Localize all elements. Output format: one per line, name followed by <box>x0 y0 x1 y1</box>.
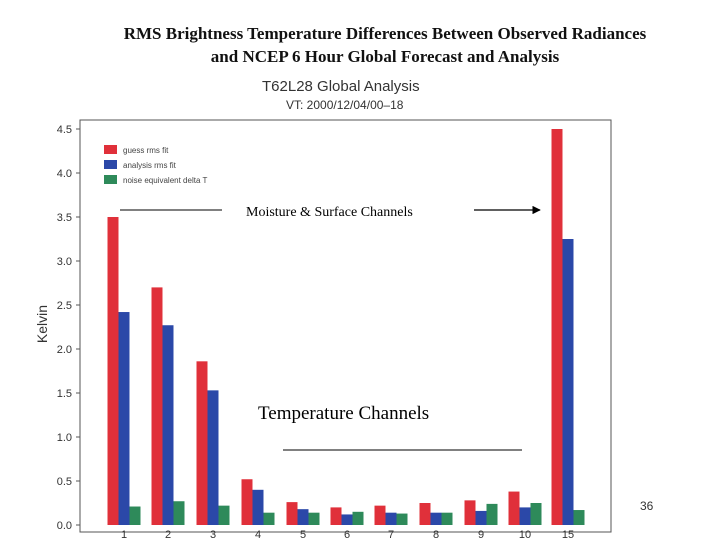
x-tick-label: 5 <box>300 529 306 540</box>
guess-bar-ch6 <box>330 507 342 525</box>
analysis-bar-ch4 <box>252 489 264 525</box>
x-tick-label: 10 <box>519 529 531 540</box>
guess-bar-ch8 <box>419 503 431 525</box>
noise-bar-ch3 <box>218 505 230 525</box>
x-tick-label: 7 <box>388 529 394 540</box>
analysis-bar-ch7 <box>385 512 397 525</box>
analysis-bar-ch2 <box>162 325 174 525</box>
guess-bar-ch5 <box>286 502 298 525</box>
bars <box>107 129 585 525</box>
analysis-bar-ch5 <box>297 509 309 525</box>
noise-bar-ch9 <box>486 503 498 525</box>
moisture-annotation-bg <box>244 200 464 222</box>
guess-bar-ch10 <box>508 491 520 525</box>
slide-number: 36 <box>640 499 654 513</box>
x-tick-label: 9 <box>478 529 484 540</box>
x-tick-label: 2 <box>165 529 171 540</box>
noise-bar-ch5 <box>308 512 320 525</box>
slide-title-line-2: and NCEP 6 Hour Global Forecast and Anal… <box>210 47 560 66</box>
y-tick-label: 4.5 <box>57 124 72 136</box>
x-tick-label: 1 <box>121 529 127 540</box>
x-tick-label: 6 <box>344 529 350 540</box>
noise-bar-ch15 <box>573 510 585 525</box>
analysis-bar-ch8 <box>430 512 442 525</box>
analysis-bar-ch1 <box>118 312 130 525</box>
slide-title: RMS Brightness Temperature Differences B… <box>0 22 720 68</box>
x-tick-label: 4 <box>255 529 261 540</box>
y-tick-label: 2.0 <box>57 344 72 356</box>
y-axis-ticks: 0.0 0.5 1.0 1.5 2.0 2.5 3.0 3.5 4.0 4.5 <box>57 124 80 532</box>
y-tick-label: 1.0 <box>57 432 72 444</box>
noise-bar-ch2 <box>173 501 185 525</box>
chart-title: T62L28 Global Analysis <box>262 78 420 95</box>
analysis-bar-ch6 <box>341 514 353 525</box>
legend-swatch-analysis <box>104 160 117 169</box>
noise-bar-ch1 <box>129 506 141 525</box>
noise-bar-ch4 <box>263 512 275 525</box>
analysis-bar-ch9 <box>475 510 487 525</box>
x-tick-label: 3 <box>210 529 216 540</box>
guess-bar-ch7 <box>374 505 386 525</box>
guess-bar-ch3 <box>196 361 208 525</box>
guess-bar-ch4 <box>241 479 253 525</box>
x-axis-ticks: 1 2 3 4 5 6 7 8 9 10 15 <box>121 529 574 540</box>
analysis-bar-ch3 <box>207 390 219 525</box>
noise-bar-ch10 <box>530 503 542 525</box>
guess-bar-ch2 <box>151 287 163 525</box>
guess-bar-ch15 <box>551 129 563 525</box>
y-tick-label: 3.0 <box>57 256 72 268</box>
guess-bar-ch1 <box>107 217 119 525</box>
x-tick-label: 15 <box>562 529 574 540</box>
legend-label-noise: noise equivalent delta T <box>123 176 207 185</box>
legend-label-guess: guess rms fit <box>123 146 169 155</box>
analysis-bar-ch10 <box>519 507 531 525</box>
legend-swatch-guess <box>104 145 117 154</box>
y-tick-label: 0.0 <box>57 520 72 532</box>
legend-label-analysis: analysis rms fit <box>123 161 177 170</box>
x-tick-label: 8 <box>433 529 439 540</box>
y-tick-label: 0.5 <box>57 476 72 488</box>
chart-subtitle: VT: 2000/12/04/00–18 <box>286 98 404 112</box>
y-tick-label: 4.0 <box>57 168 72 180</box>
noise-bar-ch8 <box>441 512 453 525</box>
moisture-annotation: Moisture & Surface Channels <box>246 205 413 220</box>
y-axis-label: Kelvin <box>34 305 50 343</box>
y-tick-label: 2.5 <box>57 300 72 312</box>
temperature-annotation: Temperature Channels <box>258 403 429 424</box>
y-tick-label: 1.5 <box>57 388 72 400</box>
guess-bar-ch9 <box>464 500 476 525</box>
temperature-annotation-bg <box>255 398 480 428</box>
analysis-bar-ch15 <box>562 239 574 525</box>
legend: guess rms fit analysis rms fit noise equ… <box>104 145 207 185</box>
noise-bar-ch7 <box>396 513 408 525</box>
y-tick-label: 3.5 <box>57 212 72 224</box>
slide-title-line-1: RMS Brightness Temperature Differences B… <box>123 24 647 43</box>
legend-swatch-noise <box>104 175 117 184</box>
noise-bar-ch6 <box>352 511 364 525</box>
